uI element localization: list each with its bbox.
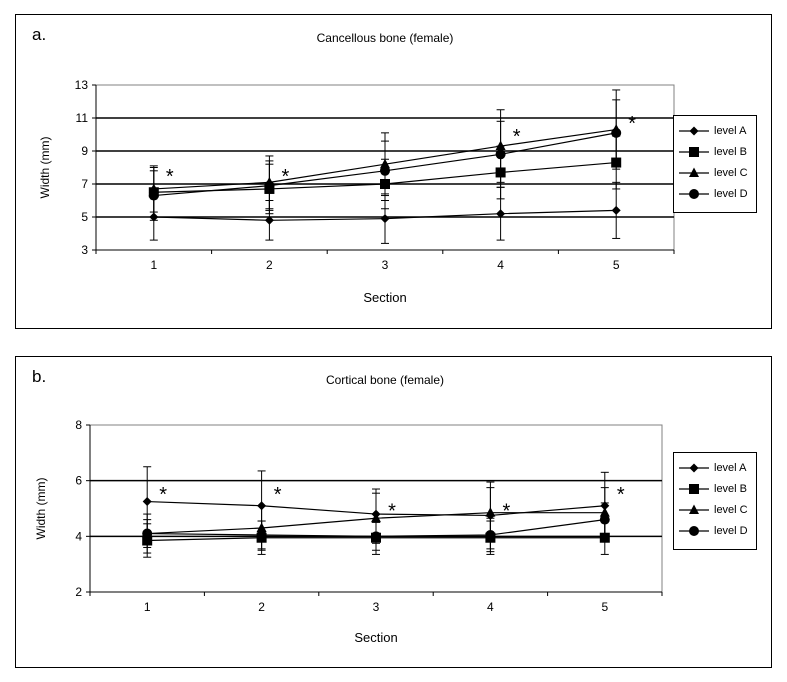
significance-marker: * [166, 166, 174, 188]
data-point-level-d [256, 529, 267, 540]
x-axis-label: Section [363, 290, 406, 305]
legend-swatch [679, 484, 709, 494]
chart-legend: level A level B level C level D [673, 115, 757, 213]
y-tick-label: 11 [76, 111, 89, 125]
data-point-level-d [611, 127, 622, 138]
y-tick-label: 13 [75, 78, 89, 92]
data-point-level-d [264, 180, 275, 191]
x-tick-label: 5 [601, 600, 608, 614]
y-axis-label: Width (mm) [34, 478, 48, 540]
x-tick-label: 1 [150, 258, 157, 272]
data-point-level-d [380, 165, 390, 176]
chart-plot: 2 4 6 8 1 2 3 4 5 Section Width (mm) * * * * * [34, 418, 663, 645]
legend-swatch [679, 147, 709, 157]
chart-legend: level A level B level C level D [673, 452, 757, 550]
x-axis-label: Section [354, 630, 397, 645]
x-tick-label: 3 [373, 600, 380, 614]
legend-swatch [679, 504, 709, 514]
significance-marker: * [274, 484, 282, 506]
y-tick-label: 7 [81, 177, 88, 191]
x-tick-label: 4 [497, 258, 504, 272]
y-tick-label: 9 [81, 144, 88, 158]
significance-marker: * [503, 501, 511, 523]
x-tick-label: 3 [382, 258, 389, 272]
legend-item: level A [674, 122, 756, 142]
data-point-level-d [485, 529, 496, 540]
legend-item: level C [674, 164, 756, 184]
legend-item: level B [674, 143, 756, 163]
legend-marker [689, 167, 699, 177]
legend-item: level B [674, 480, 756, 500]
y-tick-label: 6 [75, 474, 82, 488]
legend-swatch [679, 189, 709, 199]
legend-swatch [679, 526, 709, 536]
legend-label: level C [714, 167, 748, 179]
legend-marker [689, 463, 699, 473]
chart-panel-a: a. Cancellous bone (female) 3 5 7 9 11 13 1 2 3 4… [15, 14, 772, 329]
legend-marker [689, 189, 699, 199]
chart-panel-b: b. Cortical bone (female) 2 4 6 8 1 2 3 4 5 Secti… [15, 356, 772, 668]
data-point-level-d [371, 531, 381, 542]
legend-marker [689, 147, 699, 157]
legend-swatch [679, 167, 709, 177]
legend-item: level C [674, 501, 756, 521]
significance-marker: * [513, 126, 521, 148]
data-point-level-a [142, 497, 152, 507]
y-tick-label: 5 [81, 210, 88, 224]
y-axis-label: Width (mm) [38, 137, 52, 199]
data-point-level-c [485, 507, 496, 517]
chart-title: Cancellous bone (female) [316, 31, 454, 45]
x-tick-label: 2 [266, 258, 273, 272]
legend-marker [689, 504, 699, 514]
data-point-level-d [148, 190, 159, 201]
y-tick-label: 3 [81, 243, 88, 257]
panel-label: b. [32, 367, 47, 386]
legend-marker [689, 126, 699, 136]
legend-marker [689, 526, 699, 536]
legend-label: level D [714, 188, 748, 200]
legend-label: level A [714, 462, 747, 474]
y-tick-label: 4 [75, 529, 82, 543]
panel-label: a. [32, 25, 47, 44]
data-point-level-a [611, 205, 621, 215]
significance-marker: * [617, 484, 625, 506]
legend-swatch [679, 463, 709, 473]
y-tick-label: 2 [75, 585, 82, 599]
x-tick-label: 1 [144, 600, 151, 614]
y-tick-label: 8 [75, 418, 82, 432]
data-point-level-a [380, 214, 390, 224]
significance-marker: * [159, 484, 167, 506]
legend-label: level D [714, 525, 748, 537]
legend-marker [689, 484, 699, 494]
legend-item: level A [674, 459, 756, 479]
data-point-level-d [599, 514, 610, 525]
legend-label: level B [714, 146, 748, 158]
legend-item: level D [674, 185, 756, 205]
chart-plot: 3 5 7 9 11 13 1 2 3 4 5 Section Width (mm) * * * * [38, 78, 675, 305]
legend-swatch [679, 126, 709, 136]
legend-label: level C [714, 504, 748, 516]
x-tick-label: 4 [487, 600, 494, 614]
data-point-level-d [142, 528, 153, 539]
data-point-level-a [264, 215, 274, 225]
significance-marker: * [628, 113, 636, 135]
significance-marker: * [282, 166, 290, 188]
data-point-level-d [495, 149, 506, 160]
chart-title: Cortical bone (female) [325, 373, 445, 387]
legend-item: level D [674, 522, 756, 542]
significance-marker: * [388, 501, 396, 523]
data-point-level-c [371, 512, 381, 523]
x-tick-label: 2 [258, 600, 265, 614]
data-point-level-a [496, 209, 506, 219]
legend-label: level A [714, 125, 747, 137]
legend-label: level B [714, 483, 748, 495]
x-tick-label: 5 [613, 258, 620, 272]
